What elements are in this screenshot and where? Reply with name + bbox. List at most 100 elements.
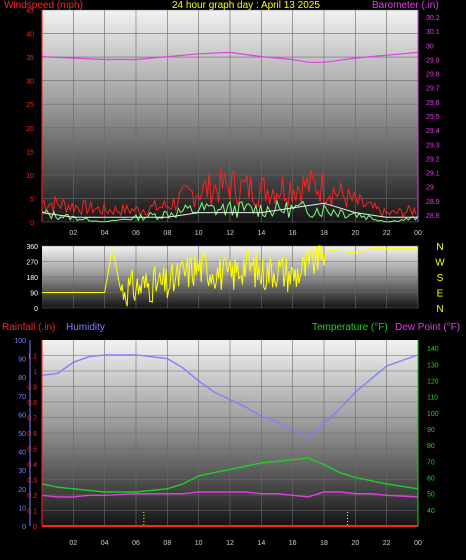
wind-tick-label: 30 bbox=[26, 79, 34, 86]
baro-tick-label: 29.2 bbox=[426, 156, 440, 163]
humidity-tick-label: 90 bbox=[18, 357, 26, 364]
baro-tick-label: 29.6 bbox=[426, 100, 440, 107]
chart-title: 24 hour graph day : April 13 2025 bbox=[172, 0, 320, 11]
baro-tick-label: 28.8 bbox=[426, 213, 440, 220]
temp-tick-label: 40 bbox=[427, 508, 435, 515]
wind-tick-label: 45 bbox=[26, 8, 34, 15]
rain-tick-label: 0.8 bbox=[27, 400, 37, 407]
humidity-tick-label: 10 bbox=[18, 505, 26, 512]
x-tick-label: 18 bbox=[320, 230, 328, 237]
x-tick-label: 10 bbox=[195, 230, 203, 237]
rain-tick-label: 0.9 bbox=[27, 385, 37, 392]
humidity-tick-label: 80 bbox=[18, 375, 26, 382]
barometer-line bbox=[41, 51, 419, 63]
x-tick-label: 06 bbox=[132, 230, 140, 237]
x-tick-label: 16 bbox=[289, 230, 297, 237]
temp-tick-label: 100 bbox=[427, 411, 439, 418]
temp-tick-label: 110 bbox=[427, 395, 438, 402]
rain-tick-label: 0.5 bbox=[27, 447, 37, 454]
wind-tick-label: 25 bbox=[26, 102, 34, 109]
rain-tick-label: 0.1 bbox=[27, 509, 37, 516]
humidity-tick-label: 30 bbox=[18, 468, 26, 475]
x-tick-label: 08 bbox=[163, 540, 171, 547]
wind-tick-label: 15 bbox=[26, 149, 34, 156]
dewpoint-line bbox=[41, 491, 419, 498]
humidity-tick-label: 70 bbox=[18, 394, 26, 401]
direction-tick-label: 180 bbox=[26, 275, 38, 282]
humidity-tick-label: 60 bbox=[18, 412, 26, 419]
rain-tick-label: 0.2 bbox=[27, 493, 37, 500]
baro-tick-label: 30 bbox=[426, 43, 434, 50]
wind-tick-label: 40 bbox=[26, 32, 34, 39]
x-tick-label: 12 bbox=[226, 230, 234, 237]
x-tick-label: 12 bbox=[226, 540, 234, 547]
temp-tick-label: 120 bbox=[427, 378, 439, 385]
humidity-tick-label: 20 bbox=[18, 487, 26, 494]
temp-tick-label: 80 bbox=[427, 443, 435, 450]
compass-label: N bbox=[436, 242, 443, 253]
x-tick-label: 04 bbox=[101, 230, 109, 237]
rain-tick-label: 0.6 bbox=[27, 431, 37, 438]
temperature-line bbox=[41, 457, 419, 493]
x-tick-label: 20 bbox=[351, 540, 359, 547]
humidity-tick-label: 0 bbox=[22, 524, 26, 531]
x-tick-label: 22 bbox=[383, 230, 391, 237]
wind-tick-label: 5 bbox=[30, 196, 34, 203]
dewpoint-axis-label: Dew Point (°F) bbox=[395, 322, 460, 333]
rain-tick-label: 0.3 bbox=[27, 478, 37, 485]
direction-tick-label: 270 bbox=[26, 260, 38, 267]
baro-tick-label: 29 bbox=[426, 185, 434, 192]
direction-tick-label: 0 bbox=[34, 306, 38, 313]
temp-tick-label: 60 bbox=[427, 475, 435, 482]
rainfall-axis-label: Rainfall (.in) bbox=[2, 322, 55, 333]
humidity-line bbox=[41, 354, 419, 440]
baro-tick-label: 29.5 bbox=[426, 114, 440, 121]
humidity-axis-label: Humidity bbox=[66, 322, 105, 333]
baro-tick-label: 29.1 bbox=[426, 171, 440, 178]
baro-tick-label: 29.8 bbox=[426, 72, 440, 79]
x-tick-label: 06 bbox=[132, 540, 140, 547]
baro-tick-label: 29.3 bbox=[426, 142, 440, 149]
x-tick-label: 22 bbox=[383, 540, 391, 547]
rain-tick-label: 1.1 bbox=[27, 354, 37, 361]
humidity-tick-label: 40 bbox=[18, 450, 26, 457]
wind-tick-label: 10 bbox=[26, 173, 34, 180]
temperature-axis-label: Temperature (°F) bbox=[312, 322, 388, 333]
temp-tick-label: 90 bbox=[427, 427, 435, 434]
x-tick-label: 00 bbox=[414, 230, 422, 237]
series-lines bbox=[41, 51, 419, 527]
x-tick-label: 16 bbox=[289, 540, 297, 547]
tick-labels: 0202040406060808101012121414161618182020… bbox=[14, 8, 445, 547]
wind-direction-line bbox=[42, 245, 418, 307]
rain-tick-label: 1 bbox=[33, 369, 37, 376]
baro-tick-label: 29.9 bbox=[426, 57, 440, 64]
compass-label: N bbox=[436, 304, 443, 315]
wind-gust-line bbox=[41, 169, 417, 219]
baro-tick-label: 30.1 bbox=[426, 29, 440, 36]
x-tick-label: 00 bbox=[414, 540, 422, 547]
rain-tick-label: 0.4 bbox=[27, 462, 37, 469]
baro-tick-label: 29.4 bbox=[426, 128, 440, 135]
x-tick-label: 18 bbox=[320, 540, 328, 547]
x-tick-label: 08 bbox=[163, 230, 171, 237]
temp-tick-label: 130 bbox=[427, 362, 439, 369]
baro-tick-label: 28.9 bbox=[426, 199, 440, 206]
rain-tick-label: 0.7 bbox=[27, 416, 37, 423]
x-tick-label: 02 bbox=[69, 230, 77, 237]
wind-tick-label: 35 bbox=[26, 55, 34, 62]
x-tick-label: 04 bbox=[101, 540, 109, 547]
temp-tick-label: 50 bbox=[427, 492, 435, 499]
wind-average-line bbox=[41, 202, 418, 218]
wind-speed-line bbox=[41, 199, 419, 223]
baro-tick-label: 30.2 bbox=[426, 15, 440, 22]
humidity-tick-label: 100 bbox=[14, 338, 26, 345]
temp-tick-label: 140 bbox=[427, 346, 439, 353]
direction-tick-label: 90 bbox=[30, 291, 38, 298]
compass-label: S bbox=[437, 273, 444, 284]
x-tick-label: 10 bbox=[195, 540, 203, 547]
baro-tick-label: 29.7 bbox=[426, 86, 440, 93]
direction-tick-label: 360 bbox=[26, 244, 38, 251]
wind-tick-label: 0 bbox=[30, 220, 34, 227]
compass-label: E bbox=[437, 289, 444, 300]
